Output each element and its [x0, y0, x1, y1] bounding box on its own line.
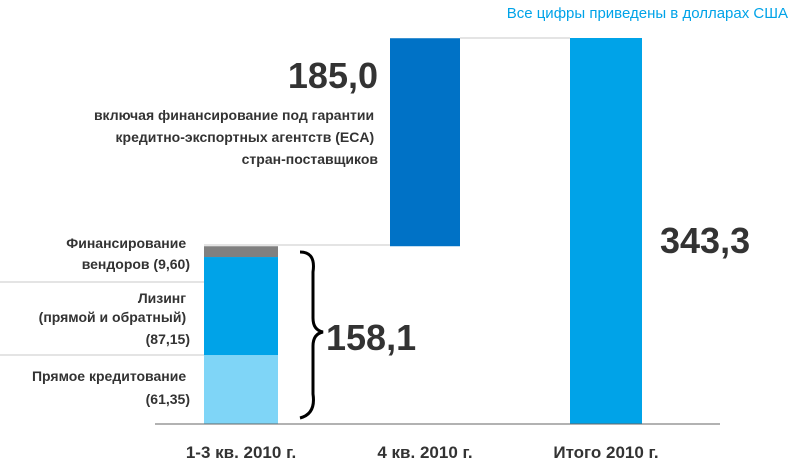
x-tick-label-2: 4 кв. 2010 г. — [377, 443, 472, 462]
curly-brace — [299, 250, 324, 420]
bars-group — [204, 38, 642, 424]
bar-5 — [570, 38, 642, 424]
total-q4: 185,0 — [288, 55, 378, 96]
bar-3 — [204, 246, 278, 258]
label-direct-lending: Прямое кредитование (61,35) — [32, 368, 190, 407]
label-vendor-financing: Финансирование вендоров (9,60) — [66, 235, 190, 272]
bar-1 — [204, 355, 278, 424]
total-year: 343,3 — [660, 220, 750, 261]
label-leasing: Лизинг (прямой и обратный) (87,15) — [39, 290, 190, 347]
total-q1-q3: 158,1 — [326, 317, 416, 358]
x-axis-labels: 1-3 кв. 2010 г. 4 кв. 2010 г. Итого 2010 г… — [186, 443, 659, 462]
currency-note: Все цифры приведены в долларах США — [507, 5, 788, 22]
x-tick-label-1: 1-3 кв. 2010 г. — [186, 443, 296, 462]
label-q4-note: включая финансирование под гарантии кред… — [94, 107, 378, 167]
bar-4 — [390, 38, 460, 247]
bar-2 — [204, 257, 278, 356]
x-tick-label-3: Итого 2010 г. — [553, 443, 658, 462]
